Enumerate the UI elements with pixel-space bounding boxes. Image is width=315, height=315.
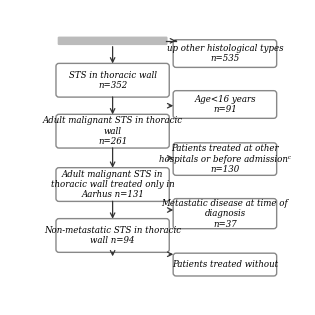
- Text: up other histological types
n=535: up other histological types n=535: [167, 44, 283, 63]
- Text: Non-metastatic STS in thoracic
wall n=94: Non-metastatic STS in thoracic wall n=94: [44, 226, 181, 245]
- Text: Metastatic disease at time of
diagnosis
n=37: Metastatic disease at time of diagnosis …: [162, 199, 288, 229]
- FancyBboxPatch shape: [173, 143, 277, 175]
- FancyBboxPatch shape: [173, 91, 277, 118]
- Text: Adult malignant STS in thoracic
wall
n=261: Adult malignant STS in thoracic wall n=2…: [43, 116, 183, 146]
- FancyBboxPatch shape: [56, 168, 169, 201]
- FancyBboxPatch shape: [56, 219, 169, 252]
- Text: Adult malignant STS in
thoracic wall treated only in
Aarhus n=131: Adult malignant STS in thoracic wall tre…: [51, 170, 175, 199]
- Text: Patients treated at other
hospitals or before admissionᶜ
n=130: Patients treated at other hospitals or b…: [159, 144, 291, 174]
- Text: STS in thoracic wall
n=352: STS in thoracic wall n=352: [69, 71, 157, 90]
- Text: Age<16 years
n=91: Age<16 years n=91: [194, 95, 256, 114]
- FancyBboxPatch shape: [173, 253, 277, 276]
- FancyBboxPatch shape: [173, 199, 277, 229]
- FancyBboxPatch shape: [56, 114, 169, 148]
- Text: Patients treated without: Patients treated without: [172, 260, 278, 269]
- FancyBboxPatch shape: [56, 63, 169, 97]
- FancyBboxPatch shape: [58, 37, 168, 45]
- FancyBboxPatch shape: [173, 40, 277, 67]
